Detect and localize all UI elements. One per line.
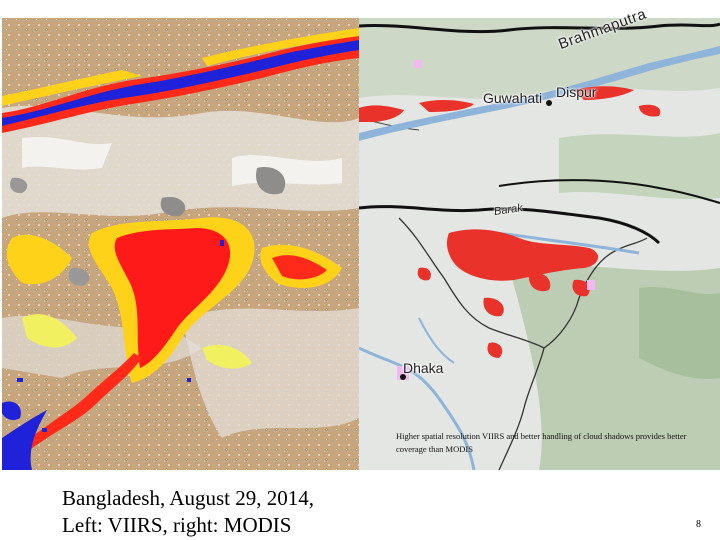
page-number: 8 xyxy=(696,519,701,530)
slide-caption: Bangladesh, August 29, 2014, Left: VIIRS… xyxy=(62,485,314,539)
viirs-flood-map xyxy=(2,18,359,470)
viirs-map-graphic xyxy=(2,18,359,470)
city-label-dhaka: Dhaka xyxy=(403,360,444,376)
city-label-guwahati: Guwahati xyxy=(483,90,543,106)
city-marker-guwahati xyxy=(546,100,552,106)
caption-line-sources: Left: VIIRS, right: MODIS xyxy=(62,513,292,537)
comparison-note: Higher spatial resolution VIIRS and bett… xyxy=(396,431,687,454)
city-label-dispur: Dispur xyxy=(556,84,597,100)
city-marker-dhaka xyxy=(400,374,406,380)
modis-map-graphic xyxy=(359,18,720,470)
caption-line-location-date: Bangladesh, August 29, 2014, xyxy=(62,486,314,510)
modis-flood-map xyxy=(359,18,720,470)
